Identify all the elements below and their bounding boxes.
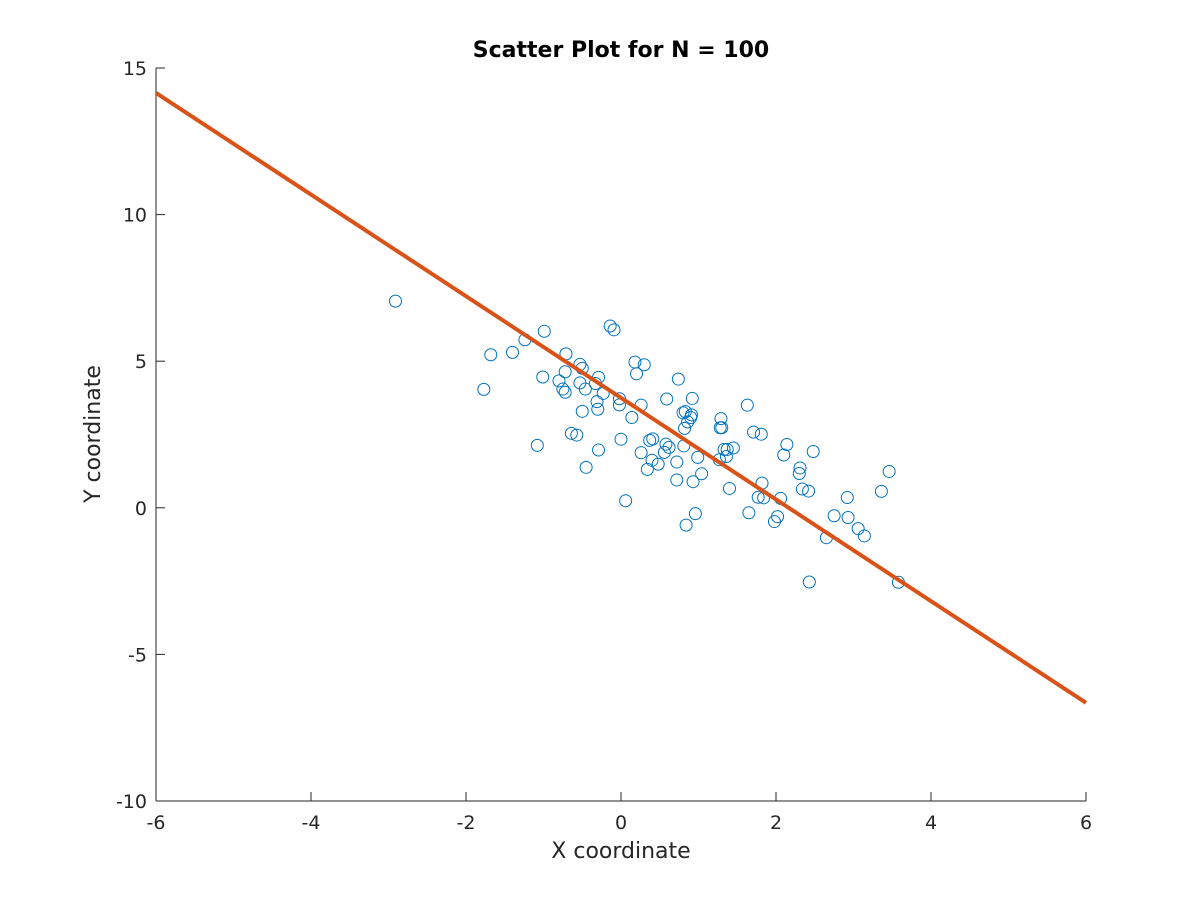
data-point — [754, 427, 768, 441]
data-point — [530, 438, 544, 452]
x-tick-label: 4 — [925, 812, 937, 834]
data-point — [695, 467, 709, 481]
data-point — [840, 491, 854, 505]
y-tick-label: 10 — [123, 205, 147, 227]
data-point — [685, 408, 699, 422]
data-point — [570, 428, 584, 442]
data-point — [477, 382, 491, 396]
x-ticks: -6 -4 -2 0 2 4 6 — [147, 792, 1092, 834]
data-point — [643, 433, 657, 447]
data-point — [691, 450, 705, 464]
data-point — [552, 374, 566, 388]
data-point — [651, 457, 665, 471]
data-point — [771, 510, 785, 524]
data-point — [660, 392, 674, 406]
data-point — [857, 529, 871, 543]
data-point — [795, 482, 809, 496]
data-point — [662, 440, 676, 454]
data-point — [637, 358, 651, 372]
data-point — [556, 382, 570, 396]
data-point — [388, 294, 402, 308]
data-point — [678, 421, 692, 435]
data-point — [802, 575, 816, 589]
data-point — [723, 481, 736, 495]
data-point — [792, 466, 806, 480]
data-point — [671, 372, 685, 386]
y-axis-label: Y coordinate — [81, 365, 106, 504]
data-point — [614, 432, 628, 446]
data-point — [558, 365, 572, 379]
data-point — [841, 510, 855, 524]
data-point — [747, 425, 761, 439]
data-point — [742, 506, 756, 520]
data-point — [619, 494, 633, 508]
data-points — [388, 294, 905, 589]
y-ticks: -10 -5 0 5 10 15 — [116, 58, 165, 813]
data-point — [536, 370, 550, 384]
data-point — [657, 445, 671, 459]
data-point — [575, 404, 589, 418]
data-point — [634, 446, 648, 460]
y-tick-label: 0 — [135, 498, 147, 520]
data-point — [726, 441, 740, 455]
data-point — [506, 345, 519, 359]
fit-line-group — [154, 91, 1088, 705]
data-point — [625, 410, 639, 424]
data-point — [714, 412, 728, 426]
data-point — [537, 324, 551, 338]
data-point — [558, 385, 572, 399]
data-point — [640, 462, 654, 476]
data-point — [659, 437, 673, 451]
data-point — [564, 426, 578, 440]
data-point — [874, 484, 888, 498]
data-point — [780, 437, 794, 451]
chart-title: Scatter Plot for N = 100 — [473, 38, 769, 63]
x-tick-label: -4 — [302, 812, 321, 834]
fit-line — [154, 91, 1088, 705]
data-point — [802, 484, 816, 498]
data-point — [670, 473, 684, 487]
data-point — [603, 319, 617, 333]
data-point — [806, 445, 820, 459]
x-tick-label: 2 — [770, 812, 782, 834]
data-point — [851, 522, 865, 536]
axes — [155, 68, 1086, 802]
data-point — [630, 367, 643, 381]
data-point — [679, 518, 693, 532]
y-tick-label: -5 — [128, 644, 147, 666]
data-point — [717, 442, 731, 456]
data-point — [607, 323, 621, 337]
data-point — [720, 442, 734, 456]
data-point — [579, 460, 593, 474]
x-tick-label: 0 — [615, 812, 627, 834]
data-point — [646, 432, 660, 446]
y-tick-label: 15 — [123, 58, 147, 80]
data-point — [751, 490, 765, 504]
data-point — [681, 415, 695, 429]
data-point — [590, 395, 604, 409]
data-point — [793, 461, 807, 475]
data-point — [591, 402, 605, 416]
data-point — [686, 475, 700, 489]
data-point — [670, 455, 684, 469]
x-tick-label: 6 — [1080, 812, 1092, 834]
data-point — [688, 507, 702, 521]
data-point — [484, 348, 498, 362]
data-point — [645, 453, 659, 467]
data-point — [578, 382, 592, 396]
data-point — [740, 398, 754, 412]
data-point — [882, 464, 896, 478]
x-axis-label: X coordinate — [551, 839, 690, 864]
y-tick-label: -10 — [116, 791, 147, 813]
x-tick-label: -2 — [457, 812, 476, 834]
data-point — [827, 509, 841, 523]
data-point — [685, 391, 699, 405]
data-point — [715, 421, 729, 435]
data-point — [719, 449, 733, 463]
y-tick-label: 5 — [135, 351, 147, 373]
x-tick-label: -6 — [147, 812, 166, 834]
data-point — [592, 443, 606, 457]
